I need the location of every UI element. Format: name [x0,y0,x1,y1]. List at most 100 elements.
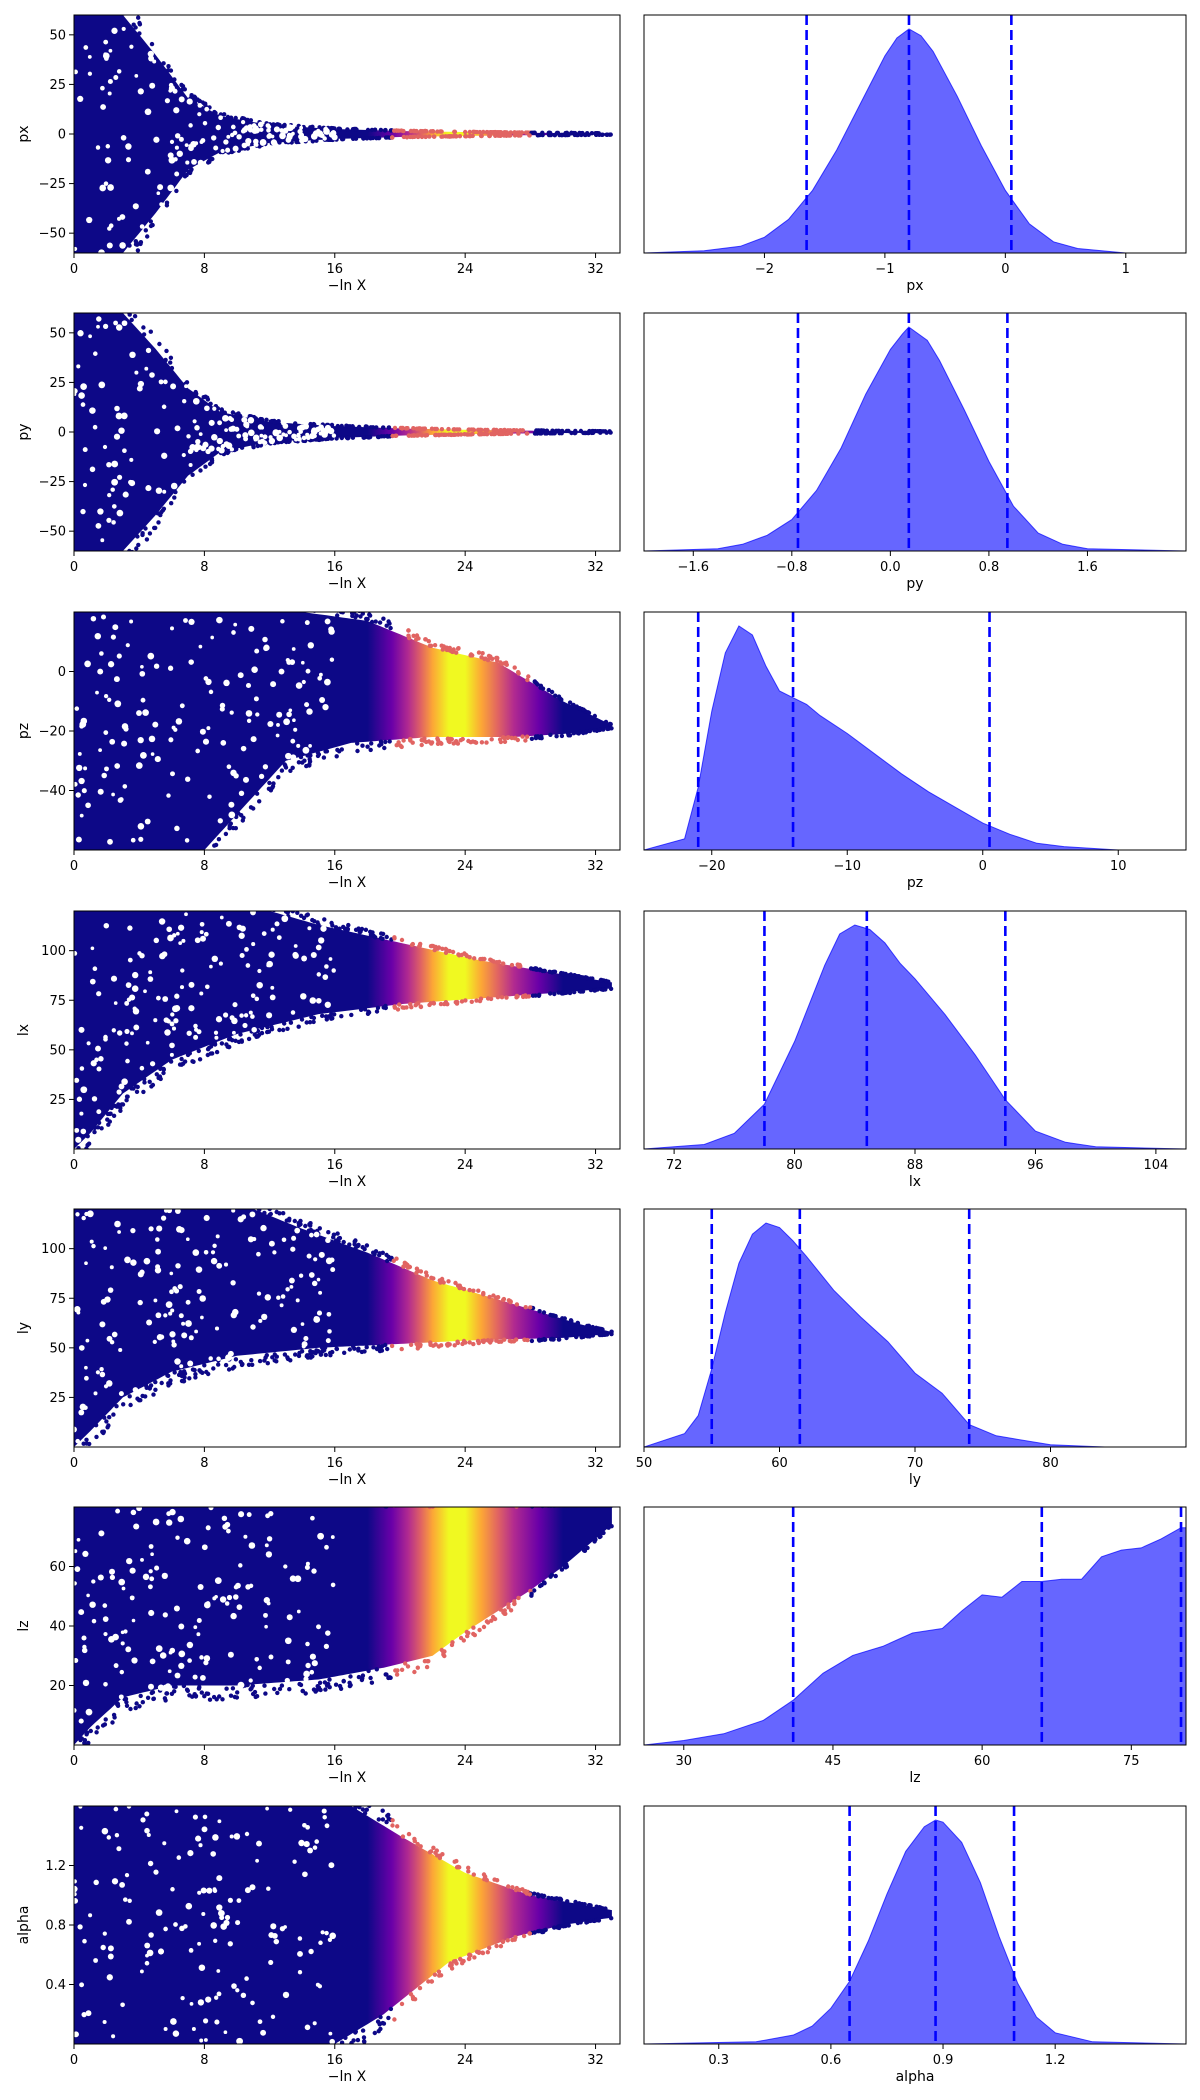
scatter-gap [126,997,132,1002]
scatter-point [455,1283,461,1288]
scatter-gap [316,1277,321,1282]
scatter-point [155,511,160,516]
scatter-gap [158,379,164,385]
scatter-point [350,613,355,619]
scatter-point [114,895,118,899]
scatter-gap [114,1220,121,1228]
x-tick-label: 8 [200,1456,208,1471]
scatter-point [121,0,125,2]
scatter-point [512,665,517,670]
scatter-gap [260,2029,267,2036]
scatter-point [93,1423,99,1428]
scatter-point [189,1793,193,1797]
scatter-point [552,1896,557,1902]
scatter-point [77,3,81,7]
scatter-gap [291,1235,297,1241]
scatter-point [588,976,593,981]
scatter-gap [261,1313,268,1321]
scatter-gap [136,710,142,717]
scatter-gap [156,995,161,1001]
scatter-point [297,2058,301,2062]
scatter-point [377,1251,382,1256]
scatter-gap [195,1266,203,1273]
scatter-point [122,560,126,564]
scatter-point [168,1201,172,1205]
scatter-point [110,898,114,902]
scatter-point [104,1191,108,1195]
scatter-point [120,905,124,909]
scatter-point [332,2045,336,2049]
scatter-gap [309,1669,315,1675]
scatter-point [202,1363,207,1368]
scatter-gap [188,659,194,665]
scatter-point [287,1496,291,1500]
scatter-point [372,1496,376,1500]
scatter-point [114,1404,119,1409]
scatter-point [76,851,80,855]
scatter-point [351,136,356,141]
scatter-point [524,1891,530,1896]
scatter-gap [288,708,293,713]
scatter-gap [250,1324,256,1330]
scatter-point [440,946,445,951]
scatter-point [124,1703,130,1709]
scatter-gap [171,1339,176,1344]
scatter-gap [319,697,326,703]
scatter-gap [170,482,178,490]
scatter-point [164,200,170,205]
scatter-point [410,1994,416,2000]
scatter-gap [248,1010,253,1015]
scatter-point [320,1345,325,1351]
scatter-point [124,1098,129,1103]
scatter-gap [129,619,134,624]
scatter-point [137,2047,141,2051]
scatter-point [484,740,489,745]
scatter-point [227,1035,233,1041]
scatter-point [106,1122,111,1127]
scatter-point [219,407,224,412]
scatter-gap [173,1922,178,1927]
scatter-gap [199,140,204,144]
scatter-gap [259,433,264,438]
scatter-point [75,1787,79,1791]
scatter-point [305,1502,309,1506]
scatter-point [259,1200,263,1204]
scatter-point [190,2055,194,2059]
scatter-point [508,1608,514,1613]
y-tick-label: 100 [41,1242,66,1257]
scatter-point [89,564,93,568]
scatter-point [124,863,128,867]
scatter-point [254,1034,259,1040]
scatter-point [203,594,207,598]
scatter-point [180,606,184,610]
scatter-gap [84,1211,89,1217]
scatter-point [609,726,614,731]
scatter-gap [303,1676,309,1682]
scatter-point [72,594,76,598]
scatter-point [394,433,399,438]
scatter-point [99,297,103,301]
scatter-gap [96,324,100,329]
scatter-gap [147,976,154,982]
scatter-gap [75,836,82,843]
scatter-point [417,1985,423,1991]
scatter-gap [118,1347,123,1353]
scatter-gap [179,985,185,990]
scatter-gap [90,946,95,951]
scatter-point [110,1720,115,1725]
scatter-point [605,726,610,732]
scatter-point [180,905,184,909]
scatter-gap [232,145,239,152]
scatter-point [453,432,458,437]
scatter-point [367,1497,371,1501]
scatter-point [172,77,177,82]
scatter-gap [177,924,185,931]
scatter-gap [205,984,210,990]
scatter-gap [124,1041,129,1046]
scatter-point [107,894,111,898]
scatter-point [97,268,101,272]
scatter-point [335,1231,340,1236]
y-axis-label: alpha [16,1906,32,1945]
scatter-point [326,603,330,607]
